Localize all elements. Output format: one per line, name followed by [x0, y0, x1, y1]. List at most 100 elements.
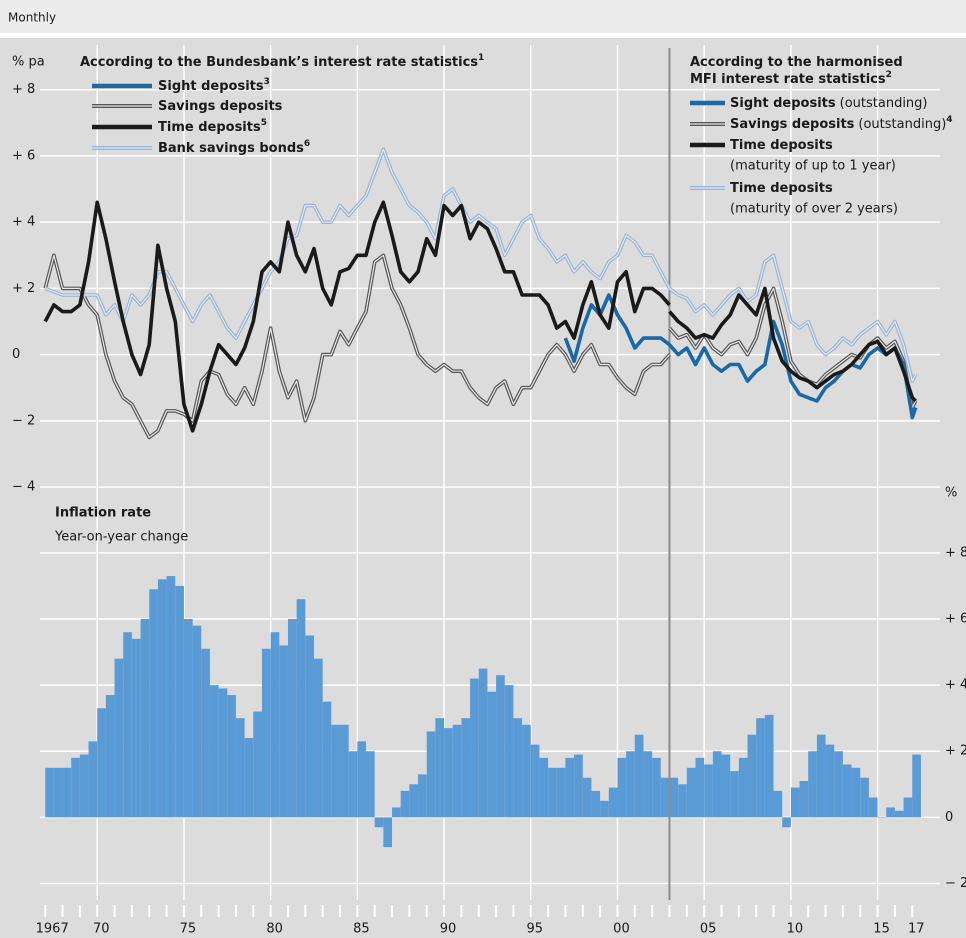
legend-name: Savings deposits — [158, 99, 283, 114]
y-tick-label: + 2 — [945, 744, 966, 759]
x-tick-label: 80 — [266, 922, 283, 937]
legend-title-text: According to the Bundesbank’s interest r… — [80, 55, 478, 70]
legend-label: Savings deposits — [158, 99, 283, 114]
bar — [695, 757, 705, 818]
bar — [383, 817, 393, 848]
y-tick-label: + 4 — [12, 215, 35, 230]
x-tick-label: 1967 — [36, 922, 69, 937]
legend-label: Sight deposits (outstanding) — [730, 96, 928, 111]
bar — [470, 678, 479, 818]
legend-detail: (maturity of up to 1 year) — [730, 159, 896, 174]
legend-name: Time deposits — [730, 181, 833, 196]
bar — [652, 757, 661, 818]
bar — [235, 718, 245, 818]
bar — [366, 751, 375, 818]
bar — [105, 695, 115, 818]
bar — [192, 625, 202, 818]
bar — [88, 741, 98, 818]
legend-label: Bank savings bonds6 — [158, 139, 310, 156]
bar — [790, 787, 800, 818]
x-tick-label: 75 — [180, 922, 197, 937]
bar — [392, 807, 401, 818]
bar — [877, 817, 887, 818]
bar — [539, 757, 549, 818]
y-tick-label: + 6 — [12, 148, 35, 163]
bar — [678, 784, 687, 818]
legend-title: According to the harmonised — [690, 55, 903, 70]
bar — [62, 767, 72, 818]
footnote-mark: 1 — [478, 53, 484, 63]
bar — [842, 764, 852, 818]
bar — [591, 790, 601, 818]
legend-name: Sight deposits — [730, 96, 836, 111]
footnote-mark: 3 — [264, 77, 270, 87]
bar — [513, 718, 523, 818]
bar — [340, 724, 349, 818]
bar — [183, 619, 193, 818]
y-tick-label: 0 — [945, 810, 953, 825]
footnote-mark: 2 — [886, 70, 892, 80]
bar — [582, 777, 592, 818]
bar — [123, 632, 132, 818]
bar — [270, 632, 280, 818]
bar — [496, 675, 505, 818]
bar — [825, 744, 835, 818]
x-tick-label: 90 — [440, 922, 457, 937]
header-title: Monthly — [8, 11, 56, 25]
bar — [799, 780, 809, 818]
panel-title: Inflation rate — [55, 506, 151, 521]
bar — [305, 635, 314, 818]
bar — [140, 619, 150, 818]
bar — [756, 718, 765, 818]
bar — [712, 751, 722, 818]
legend-label: Savings deposits (outstanding)4 — [730, 115, 953, 132]
legend-name: Bank savings bonds — [158, 141, 304, 156]
legend-title-text: MFI interest rate statistics — [690, 72, 886, 87]
bar — [747, 734, 757, 818]
x-tick-label: 95 — [526, 922, 543, 937]
series-line — [43, 200, 671, 433]
bar — [478, 668, 488, 818]
bar — [626, 751, 635, 818]
panel-subtitle: Year-on-year change — [54, 530, 188, 545]
y-tick-label: 0 — [12, 347, 20, 362]
bar — [348, 751, 358, 818]
bar — [157, 579, 167, 818]
bar — [175, 585, 184, 818]
bar — [426, 731, 436, 818]
bar — [487, 691, 497, 818]
legend-name: Time deposits — [730, 138, 833, 153]
y-tick-label: − 4 — [12, 480, 35, 495]
bar — [418, 774, 427, 818]
legend-title-text: According to the harmonised — [690, 55, 903, 70]
series-line — [563, 293, 671, 364]
bar — [296, 599, 306, 818]
series-line-inner — [44, 254, 670, 438]
bar — [45, 767, 54, 818]
header-rule — [0, 33, 966, 38]
bar — [634, 734, 644, 818]
bar — [149, 589, 158, 818]
legend-label: Time deposits5 — [158, 118, 267, 135]
bar — [608, 787, 618, 818]
series-line — [668, 286, 917, 403]
footnote-mark: 4 — [946, 115, 952, 125]
series-line — [668, 319, 918, 420]
bar — [227, 695, 236, 818]
bar — [548, 767, 557, 818]
bar — [556, 767, 566, 818]
legend-detail: (outstanding) — [858, 117, 946, 132]
bar — [313, 658, 323, 818]
bar — [730, 771, 739, 818]
bar — [400, 790, 410, 818]
y-tick-label: + 2 — [12, 281, 35, 296]
bar — [808, 751, 817, 818]
bar — [209, 685, 219, 818]
bar — [53, 767, 63, 818]
header-bar — [0, 0, 966, 33]
bar — [686, 767, 696, 818]
bar — [71, 757, 80, 818]
bar — [218, 688, 228, 818]
bar — [201, 648, 210, 818]
series-line-inner — [669, 254, 917, 382]
